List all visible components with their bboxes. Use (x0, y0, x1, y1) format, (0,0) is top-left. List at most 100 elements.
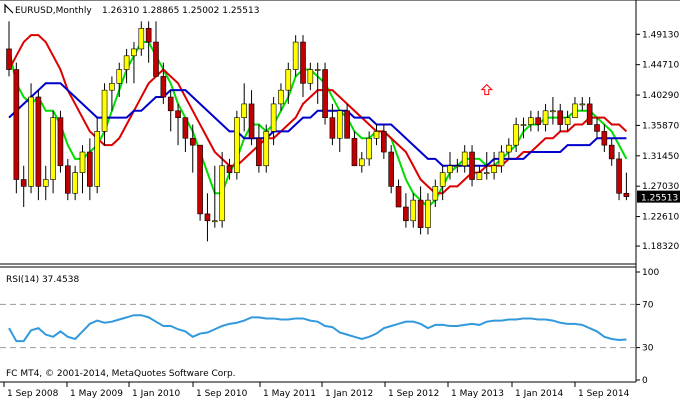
time-tick-label: 1 Sep 2012 (388, 389, 439, 399)
rsi-tick-label: 100 (642, 268, 659, 278)
candle-body (94, 131, 100, 187)
candle (189, 124, 196, 173)
candle (50, 110, 56, 194)
candle-body (513, 124, 519, 146)
price-tick-label: 1.22610 (642, 213, 679, 223)
candle-body (270, 103, 277, 132)
rsi-indicator: 100 70 30 0 (0, 268, 659, 386)
candle (388, 145, 395, 194)
candle-body (314, 69, 321, 71)
candle (278, 83, 284, 111)
candle (94, 117, 100, 194)
candle (314, 62, 321, 104)
time-tick-label: 1 May 2011 (263, 389, 316, 399)
candle-body (410, 199, 417, 222)
candle (123, 48, 130, 84)
candle (557, 103, 564, 132)
candle (366, 131, 372, 166)
candle-body (528, 117, 534, 125)
candle-body (116, 69, 123, 84)
candle (116, 62, 123, 98)
symbol-arrow-icon (4, 3, 14, 14)
time-axis: 1 Sep 2008 1 May 2009 1 Jan 2010 1 Sep 2010… (3, 382, 630, 399)
candle (498, 145, 505, 173)
candle (131, 42, 137, 84)
candle-body (564, 117, 571, 125)
ma-slow-line (8, 82, 627, 167)
candle-body (439, 172, 446, 187)
candle (13, 62, 20, 194)
candle-body (212, 220, 218, 223)
candle-body (153, 41, 159, 77)
symbol-label: EURUSD,Monthly (15, 6, 92, 16)
candle-body (175, 110, 181, 118)
candle (42, 165, 49, 201)
candle (241, 83, 247, 132)
time-tick-label: 1 Sep 2008 (7, 389, 59, 399)
candle (35, 90, 42, 201)
candle (505, 138, 512, 159)
candle-body (226, 165, 233, 173)
candle (417, 186, 424, 235)
candle (219, 152, 225, 228)
candle-body (256, 137, 262, 167)
candle-body (535, 117, 542, 125)
candle-body (366, 137, 372, 160)
candle-body (167, 96, 174, 112)
candle-body (285, 69, 292, 91)
candle-body (278, 89, 284, 105)
time-tick-label: 1 Jan 2012 (325, 389, 373, 399)
candle (601, 124, 608, 153)
candle-body (322, 69, 328, 118)
candle (410, 193, 417, 228)
candle-body (145, 28, 152, 43)
rsi-tick-label: 0 (642, 376, 648, 386)
candle-body (197, 144, 203, 215)
candle (616, 152, 622, 201)
candle-body (608, 144, 615, 160)
candle (344, 103, 350, 139)
candle (432, 179, 439, 208)
candlesticks (6, 21, 630, 242)
candle (6, 21, 12, 77)
candle-body (300, 41, 306, 84)
price-tick-label: 1.44710 (642, 61, 679, 71)
time-tick-label: 1 May 2013 (451, 389, 504, 399)
candle-body (594, 124, 600, 132)
candle-body (623, 192, 630, 198)
candle-body (263, 131, 270, 167)
candle-body (454, 165, 461, 168)
candle-body (520, 124, 527, 126)
candle-body (87, 151, 93, 187)
time-tick-label: 1 Jan 2010 (132, 389, 180, 399)
candle (608, 138, 615, 166)
candle-body (432, 186, 439, 201)
candle-body (469, 151, 475, 180)
candle-body (336, 110, 343, 139)
candle-body (344, 110, 350, 139)
candle (72, 165, 78, 201)
up-arrow-icon (480, 83, 493, 96)
candle-body (189, 137, 196, 146)
candle-body (241, 103, 247, 118)
candle-body (13, 69, 20, 180)
candle-body (572, 103, 578, 118)
candle-body (417, 199, 424, 228)
candle (535, 110, 542, 132)
price-tick-label: 1.18320 (642, 242, 679, 252)
candle (204, 193, 211, 242)
candle-body (182, 117, 189, 139)
candle-body (204, 213, 211, 222)
candle-body (542, 110, 549, 125)
candle (439, 165, 446, 201)
price-tick-label: 1.49130 (642, 30, 679, 40)
candle-body (358, 158, 365, 167)
candle-body (131, 48, 137, 57)
candle (381, 124, 387, 159)
candle-body (79, 151, 86, 173)
candle (65, 158, 71, 201)
candle (623, 172, 630, 201)
rsi-line (8, 314, 627, 343)
